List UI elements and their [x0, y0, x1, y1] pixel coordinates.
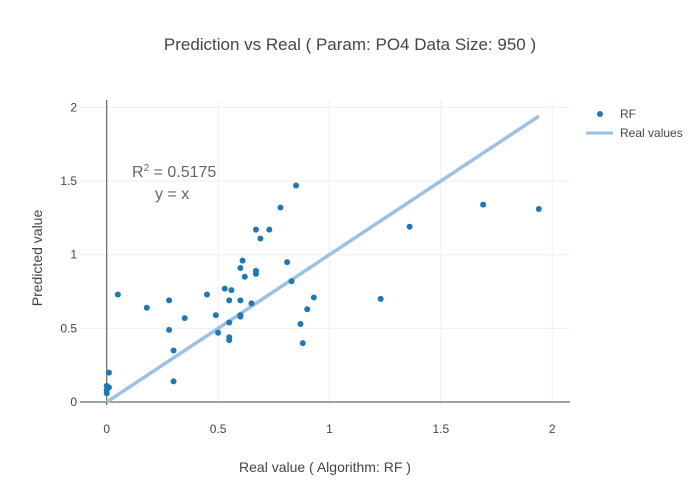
- y-tick-label: 2: [70, 100, 77, 114]
- series-line-real-values: [105, 114, 540, 404]
- y-axis-title: Predicted value: [29, 210, 45, 307]
- data-point-rf[interactable]: [310, 294, 317, 301]
- x-tick-label: 1.5: [432, 422, 449, 436]
- data-point-rf[interactable]: [257, 235, 264, 242]
- data-point-rf[interactable]: [252, 270, 259, 277]
- data-point-rf[interactable]: [248, 300, 255, 307]
- legend[interactable]: RF Real values: [586, 107, 683, 140]
- grid-layer: [80, 100, 570, 405]
- data-point-rf[interactable]: [239, 257, 246, 264]
- legend-label-rf: RF: [620, 107, 636, 121]
- data-point-rf[interactable]: [406, 223, 413, 230]
- data-point-rf[interactable]: [284, 259, 291, 266]
- data-point-rf[interactable]: [480, 201, 487, 208]
- data-point-rf[interactable]: [293, 182, 300, 189]
- x-tick-label: 0: [103, 422, 110, 436]
- data-point-rf[interactable]: [228, 287, 235, 294]
- legend-item-rf[interactable]: RF: [597, 107, 636, 121]
- series-layer: [103, 114, 542, 404]
- data-point-rf[interactable]: [241, 273, 248, 280]
- legend-item-real-values[interactable]: Real values: [586, 126, 683, 140]
- data-point-rf[interactable]: [299, 340, 306, 347]
- y-tick-label: 1.5: [60, 174, 77, 188]
- data-point-rf[interactable]: [114, 291, 121, 298]
- chart-title: Prediction vs Real ( Param: PO4 Data Siz…: [164, 35, 536, 54]
- data-point-rf[interactable]: [215, 329, 222, 336]
- equation-label: y = x: [155, 186, 189, 203]
- data-point-rf[interactable]: [535, 206, 542, 213]
- data-point-rf[interactable]: [297, 320, 304, 327]
- data-point-rf[interactable]: [266, 226, 273, 233]
- data-point-rf[interactable]: [203, 291, 210, 298]
- data-point-rf[interactable]: [226, 319, 233, 326]
- data-point-rf[interactable]: [288, 278, 295, 285]
- axis-layer: 0 0.5 1 1.5 2 0 0.5 1 1.5 2: [60, 100, 570, 436]
- data-point-rf[interactable]: [237, 264, 244, 271]
- y-tick-label: 0.5: [60, 321, 77, 335]
- data-point-rf[interactable]: [226, 297, 233, 304]
- data-point-rf[interactable]: [304, 306, 311, 313]
- data-point-rf[interactable]: [103, 390, 110, 397]
- r-squared-value: = 0.5175: [149, 164, 216, 181]
- data-point-rf[interactable]: [143, 304, 150, 311]
- data-point-rf[interactable]: [105, 369, 112, 376]
- data-point-rf[interactable]: [170, 347, 177, 354]
- x-axis-title: Real value ( Algorithm: RF ): [239, 459, 411, 475]
- x-tick-label: 0.5: [210, 422, 227, 436]
- y-tick-label: 0: [70, 395, 77, 409]
- x-tick-label: 2: [549, 422, 556, 436]
- data-point-rf[interactable]: [212, 312, 219, 319]
- data-point-rf[interactable]: [170, 378, 177, 385]
- r-squared-label: R2 = 0.5175: [132, 163, 216, 181]
- r-squared-superscript: 2: [144, 163, 150, 174]
- y-tick-label: 1: [70, 248, 77, 262]
- r-squared-prefix: R: [132, 164, 144, 181]
- data-point-rf[interactable]: [166, 326, 173, 333]
- data-point-rf[interactable]: [377, 295, 384, 302]
- r-squared-annotation: R2 = 0.5175 y = x: [132, 163, 216, 203]
- data-point-rf[interactable]: [237, 297, 244, 304]
- legend-marker-rf: [597, 111, 603, 117]
- data-point-rf[interactable]: [181, 315, 188, 322]
- x-tick-label: 1: [326, 422, 333, 436]
- data-point-rf[interactable]: [277, 204, 284, 211]
- data-point-rf[interactable]: [226, 337, 233, 344]
- data-point-rf[interactable]: [221, 285, 228, 292]
- legend-label-real-values: Real values: [620, 126, 683, 140]
- data-point-rf[interactable]: [237, 313, 244, 320]
- data-point-rf[interactable]: [166, 297, 173, 304]
- data-point-rf[interactable]: [252, 226, 259, 233]
